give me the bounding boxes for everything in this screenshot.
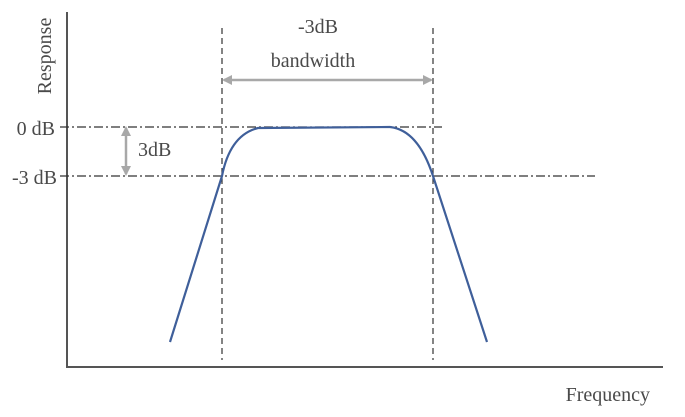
x-axis-label: Frequency [566, 384, 650, 406]
drop-label: 3dB [138, 139, 171, 161]
y-axis-label: Response [34, 18, 56, 95]
bandwidth-label-bottom: bandwidth [271, 50, 355, 72]
bandpass-response-curve [168, 125, 489, 343]
bandwidth-label-top: -3dB [298, 16, 338, 38]
minus-3db-label: -3 dB [12, 167, 57, 189]
zero-db-label: 0 dB [17, 118, 55, 140]
